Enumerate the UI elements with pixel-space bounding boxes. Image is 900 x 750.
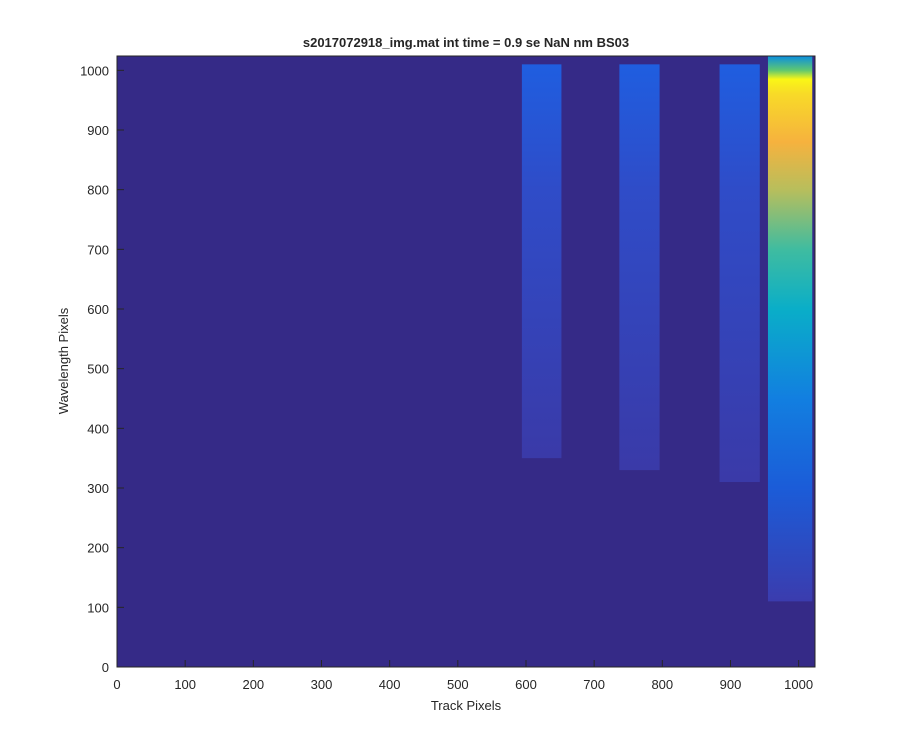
x-tick-label: 500 — [447, 677, 469, 692]
y-tick-label: 400 — [87, 421, 109, 436]
axes-box — [116, 55, 816, 668]
y-tick-label: 700 — [87, 242, 109, 257]
x-axis-label: Track Pixels — [431, 698, 502, 713]
y-tick-label: 100 — [87, 600, 109, 615]
y-tick-label: 900 — [87, 123, 109, 138]
y-tick-label: 0 — [102, 660, 109, 675]
x-tick-label: 700 — [583, 677, 605, 692]
y-tick-label: 500 — [87, 362, 109, 377]
x-tick-label: 800 — [651, 677, 673, 692]
x-tick-label: 200 — [242, 677, 264, 692]
y-tick-label: 300 — [87, 481, 109, 496]
chart-title: s2017072918_img.mat int time = 0.9 se Na… — [303, 35, 629, 50]
x-tick-label: 0 — [113, 677, 120, 692]
stripe — [767, 56, 813, 602]
y-tick-label: 600 — [87, 302, 109, 317]
image-background — [117, 56, 815, 667]
y-tick-label: 200 — [87, 541, 109, 556]
stripe — [719, 64, 760, 483]
y-tick-label: 800 — [87, 183, 109, 198]
y-tick-label: 1000 — [80, 63, 109, 78]
x-tick-label: 300 — [311, 677, 333, 692]
x-tick-label: 600 — [515, 677, 537, 692]
stripe — [619, 64, 660, 471]
x-tick-label: 1000 — [784, 677, 813, 692]
x-tick-label: 900 — [720, 677, 742, 692]
x-tick-label: 100 — [174, 677, 196, 692]
y-axis-label: Wavelength Pixels — [56, 307, 71, 414]
x-tick-label: 400 — [379, 677, 401, 692]
stripe — [521, 64, 562, 459]
